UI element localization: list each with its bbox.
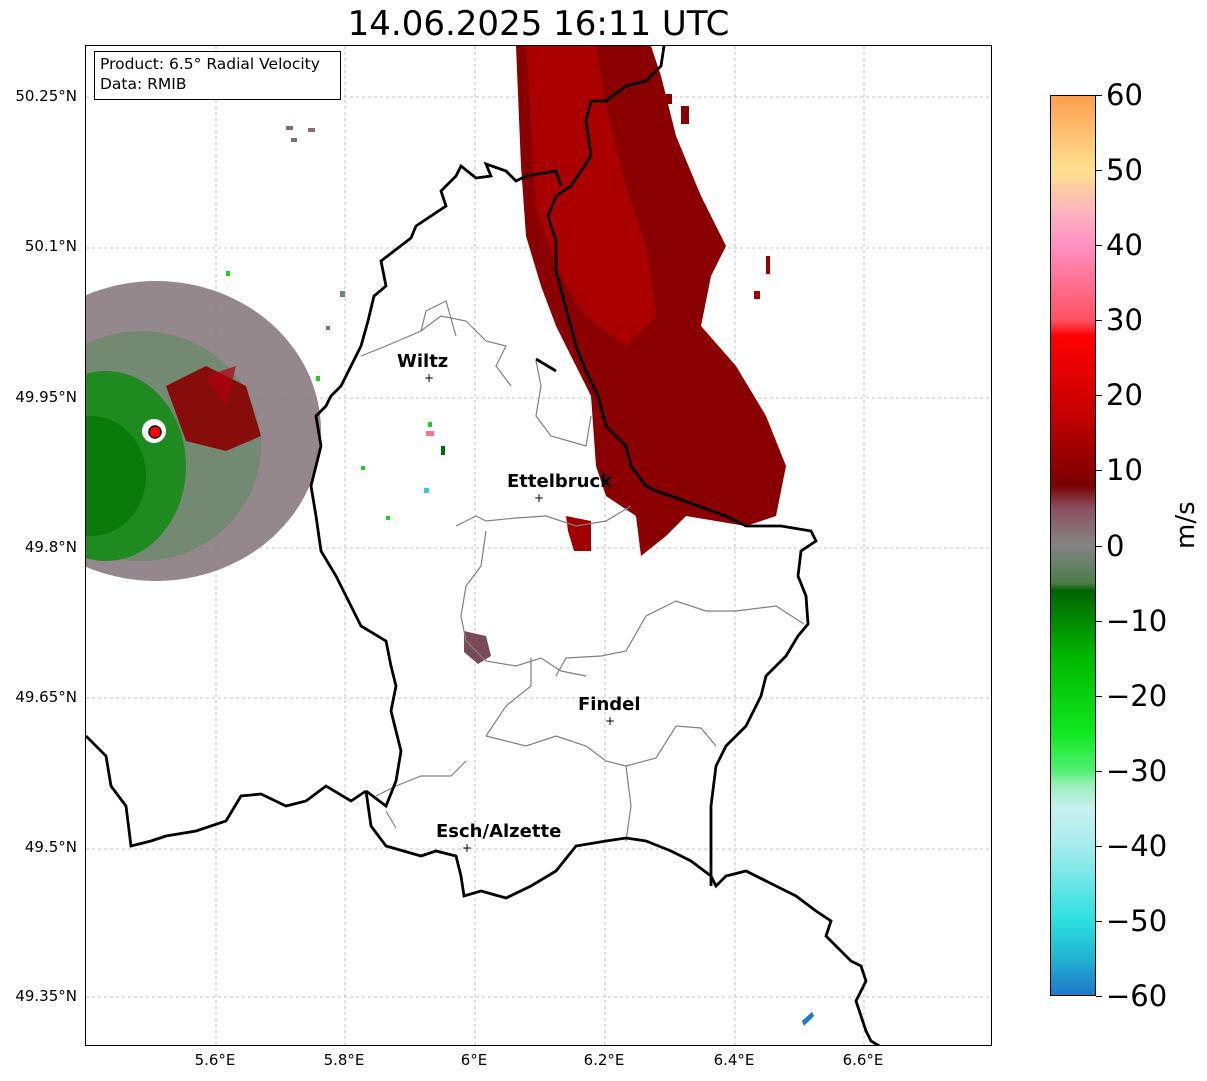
lon-label-6.2: 6.2°E <box>583 1051 625 1069</box>
map-canvas <box>86 46 991 1045</box>
colorbar-tick <box>1096 996 1102 997</box>
colorbar-tick-label: 60 <box>1106 78 1143 112</box>
lat-label-50.25: 50.25°N <box>15 87 77 105</box>
colorbar-tick <box>1096 696 1102 697</box>
colorbar-tick-label: 30 <box>1106 303 1143 338</box>
colorbar-tick-label: −30 <box>1106 753 1168 788</box>
colorbar-tick <box>1096 621 1102 622</box>
national-borders <box>86 46 881 1045</box>
city-marker-esch-alzette: + <box>461 841 473 855</box>
colorbar-tick <box>1096 320 1102 321</box>
canton-boundaries <box>360 300 805 842</box>
product-info-box: Product: 6.5° Radial Velocity Data: RMIB <box>94 51 341 100</box>
colorbar-tick-label: 50 <box>1106 153 1143 188</box>
colorbar-tick-label: 20 <box>1106 378 1143 413</box>
lon-label-6: 6°E <box>460 1051 488 1069</box>
colorbar-tick <box>1096 245 1102 246</box>
lat-label-49.8: 49.8°N <box>24 538 77 556</box>
city-label-findel: Findel <box>578 694 641 715</box>
colorbar-tick-label: −10 <box>1106 603 1168 638</box>
colorbar-tick-label: −40 <box>1106 828 1168 863</box>
product-label: Product: 6.5° Radial Velocity <box>100 55 320 73</box>
lat-label-49.35: 49.35°N <box>15 987 77 1005</box>
colorbar-tick <box>1096 95 1102 96</box>
lat-label-49.65: 49.65°N <box>15 688 77 706</box>
colorbar-tick <box>1096 395 1102 396</box>
lat-label-50.1: 50.1°N <box>24 237 77 255</box>
map-area[interactable] <box>85 45 992 1046</box>
city-marker-findel: + <box>604 714 616 728</box>
radar-site-marker <box>148 425 162 439</box>
radar-echo-west <box>86 281 321 581</box>
colorbar-tick <box>1096 546 1102 547</box>
colorbar-tick-label: −50 <box>1106 903 1168 938</box>
radar-speckles <box>226 94 770 520</box>
city-marker-wiltz: + <box>423 371 435 385</box>
lon-label-6.6: 6.6°E <box>842 1051 884 1069</box>
colorbar-tick <box>1096 170 1102 171</box>
lon-label-5.6: 5.6°E <box>194 1051 236 1069</box>
lon-label-6.4: 6.4°E <box>713 1051 755 1069</box>
city-marker-ettelbruck: + <box>533 491 545 505</box>
lon-label-5.8: 5.8°E <box>323 1051 365 1069</box>
colorbar-tick <box>1096 846 1102 847</box>
map-title: 14.06.2025 16:11 UTC <box>347 4 730 44</box>
colorbar <box>1050 95 1096 996</box>
lat-label-49.5: 49.5°N <box>24 838 77 856</box>
lat-label-49.95: 49.95°N <box>15 388 77 406</box>
city-label-esch-alzette: Esch/Alzette <box>436 821 562 842</box>
colorbar-tick-label: −60 <box>1106 979 1168 1013</box>
colorbar-tick <box>1096 921 1102 922</box>
colorbar-tick-label: 0 <box>1106 528 1125 563</box>
data-source-label: Data: RMIB <box>100 75 187 93</box>
colorbar-tick-label: 40 <box>1106 228 1143 263</box>
colorbar-tick-label: 10 <box>1106 453 1143 488</box>
city-label-wiltz: Wiltz <box>397 351 449 372</box>
colorbar-tick <box>1096 470 1102 471</box>
colorbar-unit-label: m/s <box>1171 501 1201 549</box>
colorbar-tick <box>1096 771 1102 772</box>
city-label-ettelbruck: Ettelbruck <box>507 471 613 492</box>
colorbar-tick-label: −20 <box>1106 678 1168 713</box>
